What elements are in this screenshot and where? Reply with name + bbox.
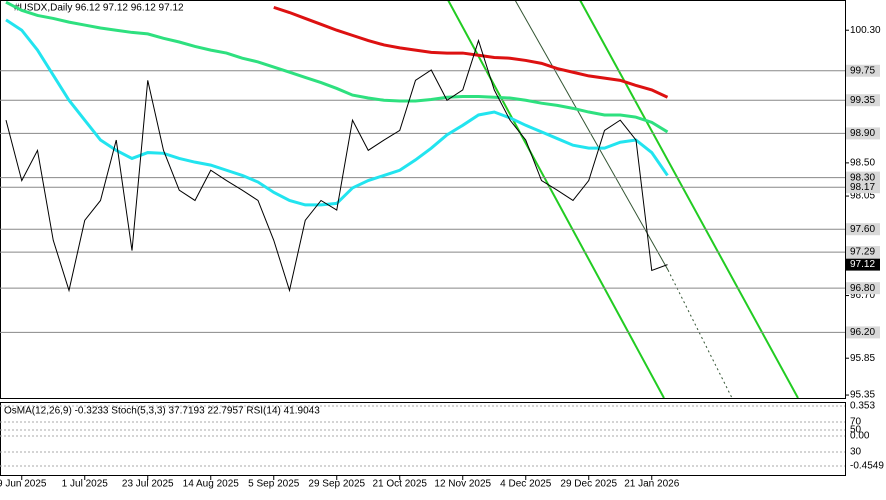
plot-frame [0,0,846,399]
indicator-title: OsMA(12,26,9) -0.3233 Stoch(5,3,3) 37.71… [4,406,320,417]
y-tick-label: 98.05 [850,191,875,202]
x-tick-label: 21 Oct 2025 [373,479,428,490]
x-tick-label: 29 Dec 2025 [560,479,617,490]
series-line [273,5,669,99]
level-label: 97.60 [850,224,875,235]
x-tick-label: 5 Sep 2025 [248,479,300,490]
level-box [846,181,880,194]
y-tick-label: 95.85 [850,353,875,364]
series-line [5,18,669,207]
panel-label: 0.00 [850,431,870,442]
x-tick-label: 4 Dec 2025 [500,479,552,490]
panel-label: 0.353 [850,401,875,412]
x-tick-label: 1 Jul 2025 [62,479,109,490]
level-label: 98.17 [850,182,875,193]
series-line [5,0,669,134]
level-box [846,246,880,259]
level-label: 98.90 [850,128,875,139]
y-tick-label: 98.50 [850,158,875,169]
y-tick-label: 95.35 [850,390,875,401]
panel-label: 50 [850,425,862,436]
x-tick-label: 29 Sep 2025 [308,479,365,490]
last-price-label: 97.12 [850,259,875,270]
x-tick-label: 9 Jun 2025 [0,479,47,490]
header: #USDX,Daily 96.12 97.12 96.12 97.12 [14,3,184,14]
level-label: 96.80 [850,283,875,294]
level-box [846,282,880,295]
y-tick-label: 96.70 [850,290,875,301]
panel-label: -0.4549 [850,461,884,472]
level-label: 99.75 [850,65,875,76]
level-box [846,171,880,184]
level-box [846,326,880,339]
level-box [846,223,880,236]
y-tick-label: 100.30 [850,25,881,36]
x-tick-label: 12 Nov 2025 [434,479,491,490]
level-label: 98.30 [850,172,875,183]
level-box [846,127,880,140]
panel-label: 70 [850,417,862,428]
level-box [846,64,880,77]
last-price-box [846,258,880,271]
level-label: 96.20 [850,327,875,338]
level-box [846,94,880,107]
panel-label: 30 [850,447,862,458]
channel-lines [447,0,799,399]
x-tick-label: 14 Aug 2025 [183,479,240,490]
level-label: 97.29 [850,247,875,258]
x-tick-label: 23 Jul 2025 [122,479,174,490]
panel-frame [0,402,846,476]
x-tick-label: 21 Jan 2026 [624,479,679,490]
series-line [5,38,668,293]
level-label: 99.35 [850,95,875,106]
